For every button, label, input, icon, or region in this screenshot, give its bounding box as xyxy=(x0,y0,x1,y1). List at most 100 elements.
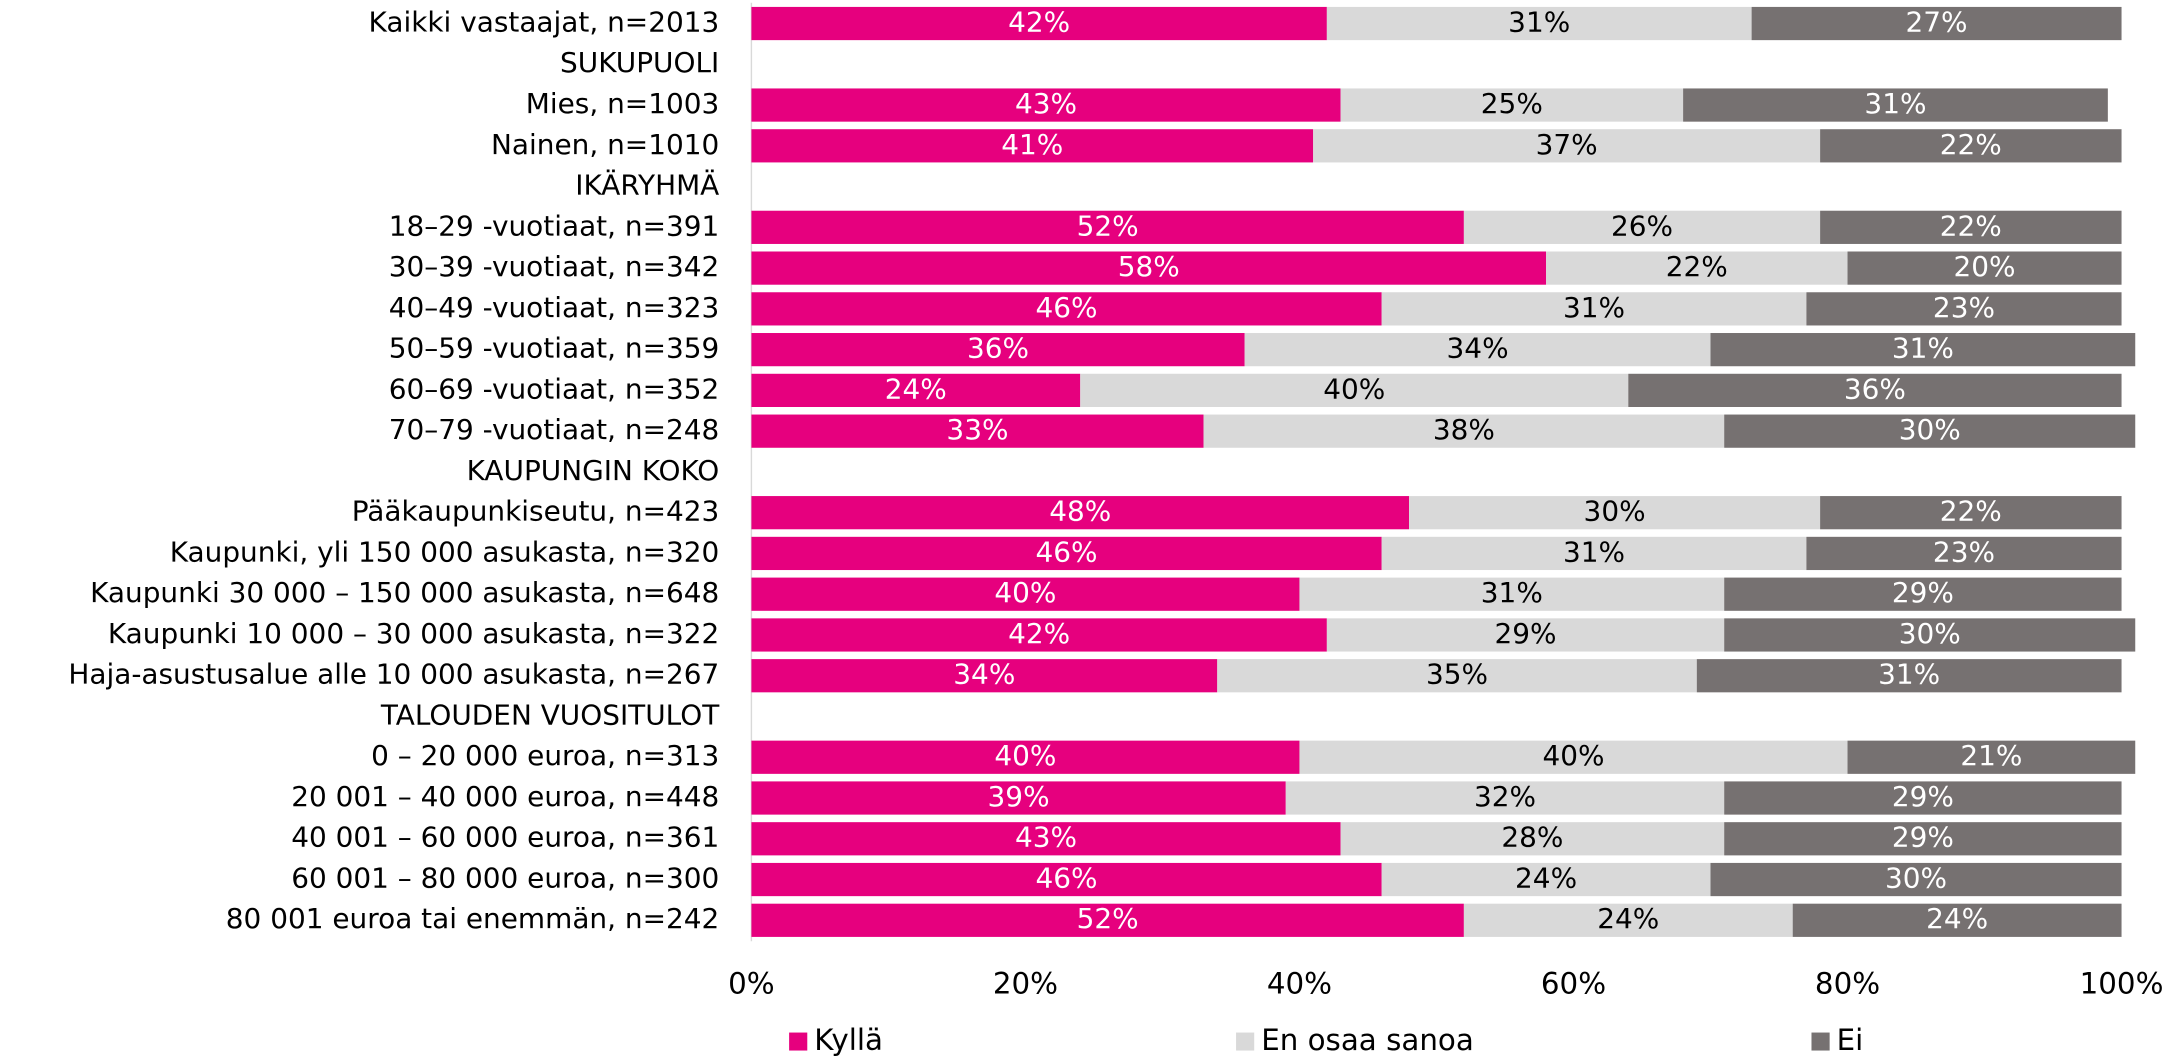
value-label: 31% xyxy=(1563,536,1625,569)
bar-segment xyxy=(1546,251,1848,285)
x-tick-label: 80% xyxy=(1815,967,1880,1001)
bar-segment xyxy=(1326,618,1725,652)
bar-segment xyxy=(751,618,1327,652)
bar-segment xyxy=(751,536,1382,571)
bar-segment xyxy=(1381,292,1807,326)
bar-segment xyxy=(751,373,1081,407)
legend-label: Kyllä xyxy=(814,1023,883,1057)
bar-segment xyxy=(751,129,1314,163)
value-label: 27% xyxy=(1906,6,1968,39)
bar-segment xyxy=(751,862,1382,897)
category-label: 50–59 -vuotiaat, n=359 xyxy=(389,332,720,365)
bar-segment xyxy=(1696,659,2122,693)
bar-segment xyxy=(1806,536,2122,571)
value-label: 29% xyxy=(1892,821,1954,854)
bar-segment xyxy=(751,414,1204,448)
value-label: 31% xyxy=(1864,87,1926,120)
value-label: 40% xyxy=(994,576,1056,609)
bar-segment xyxy=(1299,740,1848,774)
category-label: IKÄRYHMÄ xyxy=(575,169,719,202)
bar-segment xyxy=(1463,210,1821,244)
bar-segment xyxy=(751,6,1327,41)
category-label: Mies, n=1003 xyxy=(526,87,719,120)
value-label: 20% xyxy=(1953,250,2015,283)
category-label: SUKUPUOLI xyxy=(560,46,719,79)
category-label: 40–49 -vuotiaat, n=323 xyxy=(389,291,720,324)
value-label: 24% xyxy=(1926,902,1988,935)
category-label: Nainen, n=1010 xyxy=(491,128,719,161)
bar-segment xyxy=(1792,903,2122,937)
value-label: 36% xyxy=(967,332,1029,365)
value-label: 31% xyxy=(1878,658,1940,691)
category-label: Kaikki vastaajat, n=2013 xyxy=(369,6,720,39)
value-label: 31% xyxy=(1892,332,1954,365)
value-label: 40% xyxy=(994,739,1056,772)
bar-segment xyxy=(751,903,1464,937)
x-tick-label: 60% xyxy=(1541,967,1606,1001)
x-tick-label: 40% xyxy=(1267,967,1332,1001)
bar-segment xyxy=(751,496,1410,530)
value-label: 40% xyxy=(1323,372,1385,405)
category-label: TALOUDEN VUOSITULOT xyxy=(380,699,720,732)
category-label: 40 001 – 60 000 euroa, n=361 xyxy=(291,821,719,854)
bar-segment xyxy=(1751,6,2122,41)
bar-segment xyxy=(1628,373,2122,407)
value-label: 21% xyxy=(1960,739,2022,772)
bar-segment xyxy=(1203,414,1725,448)
value-label: 24% xyxy=(1597,902,1659,935)
category-label: 18–29 -vuotiaat, n=391 xyxy=(389,209,720,242)
value-label: 46% xyxy=(1036,291,1098,324)
category-label: Pääkaupunkiseutu, n=423 xyxy=(352,495,720,528)
value-label: 36% xyxy=(1844,372,1906,405)
value-label: 25% xyxy=(1481,87,1543,120)
bar-segment xyxy=(1381,862,1711,897)
value-label: 42% xyxy=(1008,617,1070,650)
x-tick-label: 0% xyxy=(728,967,775,1001)
bar-segment xyxy=(751,659,1218,693)
value-label: 34% xyxy=(1447,332,1509,365)
category-label: 0 – 20 000 euroa, n=313 xyxy=(371,739,719,772)
bar-segment xyxy=(1313,129,1821,163)
value-label: 39% xyxy=(988,780,1050,813)
value-label: 28% xyxy=(1501,821,1563,854)
value-label: 52% xyxy=(1077,902,1139,935)
category-label: Kaupunki, yli 150 000 asukasta, n=320 xyxy=(170,536,720,569)
value-label: 37% xyxy=(1536,128,1598,161)
bar-segment xyxy=(1285,781,1725,815)
bar-segment xyxy=(1724,822,2122,856)
bar-segment xyxy=(1409,496,1821,530)
category-label: Haja-asustusalue alle 10 000 asukasta, n… xyxy=(68,658,719,691)
value-label: 32% xyxy=(1474,780,1536,813)
bar-segment xyxy=(1724,577,2122,611)
value-label: 31% xyxy=(1481,576,1543,609)
value-label: 23% xyxy=(1933,536,1995,569)
bar-segment xyxy=(1710,862,2122,897)
value-label: 46% xyxy=(1036,862,1098,895)
value-label: 23% xyxy=(1933,291,1995,324)
value-label: 24% xyxy=(1515,862,1577,895)
value-label: 46% xyxy=(1036,536,1098,569)
bar-segment xyxy=(751,781,1286,815)
value-label: 52% xyxy=(1077,209,1139,242)
bar-segment xyxy=(1710,333,2136,367)
bar-segment xyxy=(751,333,1245,367)
bar-segment xyxy=(1463,903,1793,937)
category-label: 20 001 – 40 000 euroa, n=448 xyxy=(291,780,719,813)
bar-segment xyxy=(1724,781,2122,815)
value-label: 38% xyxy=(1433,413,1495,446)
category-label: 70–79 -vuotiaat, n=248 xyxy=(389,413,720,446)
value-label: 22% xyxy=(1666,250,1728,283)
bar-segment xyxy=(1820,496,2122,530)
value-label: 34% xyxy=(953,658,1015,691)
bar-segment xyxy=(1820,210,2122,244)
bar-segment xyxy=(751,251,1547,285)
bar-segment xyxy=(1847,740,2136,774)
value-label: 29% xyxy=(1892,576,1954,609)
category-label: Kaupunki 10 000 – 30 000 asukasta, n=322 xyxy=(108,617,719,650)
legend-swatch xyxy=(1811,1032,1830,1051)
category-label: 60–69 -vuotiaat, n=352 xyxy=(389,372,720,405)
bar-segment xyxy=(751,577,1300,611)
value-label: 43% xyxy=(1015,821,1077,854)
value-label: 22% xyxy=(1940,495,2002,528)
